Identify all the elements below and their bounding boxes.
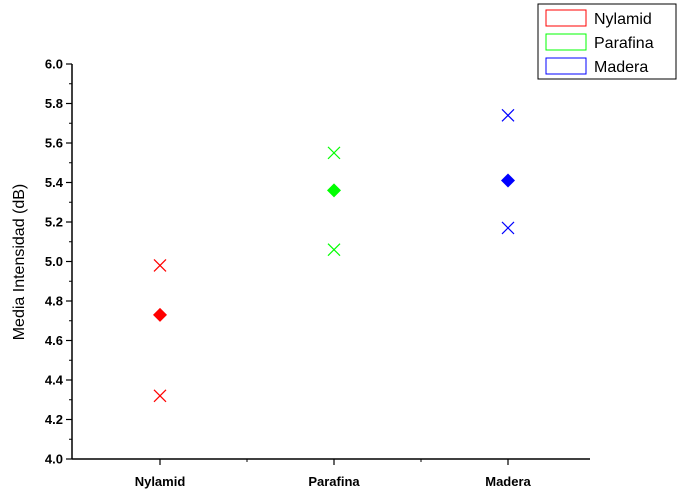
max-point-nylamid (153, 259, 167, 272)
y-tick-label: 5.2 (45, 215, 63, 230)
max-point-parafina (327, 146, 341, 160)
min-point-parafina (327, 243, 341, 257)
y-ticks: 4.0 4.2 4.4 4.6 4.8 5.0 5.2 5.4 5.6 5.8 6.0 (45, 57, 72, 467)
legend: Nylamid Parafina Madera (537, 3, 677, 80)
axes (71, 64, 590, 460)
legend-swatch-madera (545, 57, 587, 75)
mean-point-madera (501, 173, 515, 188)
legend-swatch-nylamid (545, 9, 587, 27)
y-axis-label: Media Intensidad (dB) (11, 184, 28, 341)
x-ticks: Nylamid Parafina Madera (135, 459, 532, 489)
x-tick-label: Nylamid (135, 474, 186, 489)
y-tick-label: 5.8 (45, 96, 63, 111)
y-tick-label: 4.2 (45, 412, 63, 427)
y-tick-label: 5.6 (45, 136, 63, 151)
y-tick-label: 4.8 (45, 294, 63, 309)
y-tick-label: 4.0 (45, 452, 63, 467)
legend-label-parafina: Parafina (594, 35, 654, 52)
legend-label-madera: Madera (594, 59, 648, 76)
mean-point-parafina (327, 183, 341, 198)
y-tick-label: 5.4 (45, 175, 64, 190)
max-point-madera (501, 108, 515, 122)
y-tick-label: 4.4 (45, 373, 64, 388)
min-point-nylamid (153, 389, 167, 403)
y-tick-label: 5.0 (45, 254, 63, 269)
y-tick-label: 6.0 (45, 57, 63, 72)
y-tick-label: 4.6 (45, 333, 63, 348)
mean-point-nylamid (153, 307, 167, 322)
min-point-madera (501, 221, 515, 235)
data-marks (153, 108, 515, 403)
legend-swatch-parafina (545, 33, 587, 51)
x-tick-label: Madera (485, 474, 531, 489)
legend-box (537, 3, 677, 80)
legend-label-nylamid: Nylamid (594, 11, 652, 28)
x-tick-label: Parafina (308, 474, 360, 489)
